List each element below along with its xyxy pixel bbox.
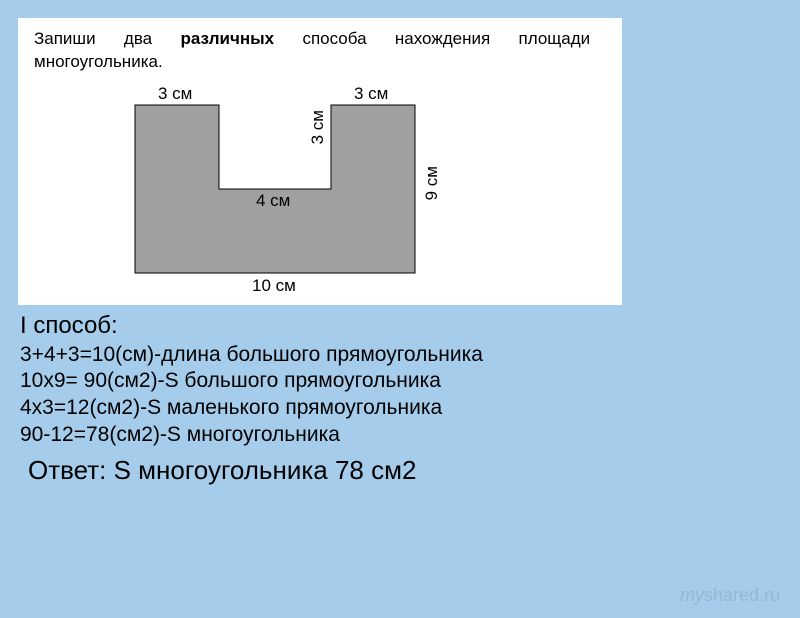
watermark: myshared.ru — [680, 585, 780, 606]
polygon-shape — [134, 104, 416, 274]
solution-line: 90-12=78(см2)-S многоугольника — [20, 423, 340, 446]
label-right-height: 9 см — [422, 166, 442, 200]
label-notch-width: 4 см — [256, 191, 290, 211]
answer-text: Ответ: S многоугольника 78 см2 — [28, 455, 780, 486]
task-prompt: Запиши два различных способа нахождения … — [34, 28, 606, 74]
solution-line: 10х9= 90(см2)-S большого прямоугольника — [20, 369, 441, 392]
task-line2: многоугольника. — [34, 52, 163, 71]
method-title: I способ: — [20, 312, 118, 339]
task-word: два — [124, 29, 152, 48]
solution-line: 3+4+3=10(см)-длина большого прямоугольни… — [20, 343, 483, 366]
task-word: Запиши — [34, 29, 96, 48]
label-bottom: 10 см — [252, 276, 296, 296]
watermark-my: my — [680, 585, 704, 605]
task-word: площади — [519, 29, 591, 48]
watermark-shared: shared — [704, 585, 759, 605]
solution-block: I способ: 3+4+3=10(см)-длина большого пр… — [20, 311, 780, 449]
diagram: 3 см 3 см 3 см 4 см 9 см 10 см — [34, 82, 606, 297]
label-notch-depth: 3 см — [308, 110, 328, 144]
solution-line: 4х3=12(см2)-S маленького прямоугольника — [20, 396, 442, 419]
task-word: способа — [302, 29, 366, 48]
problem-panel: Запиши два различных способа нахождения … — [18, 18, 622, 305]
task-word-bold: различных — [180, 29, 274, 48]
task-word: нахождения — [395, 29, 490, 48]
watermark-ru: .ru — [759, 585, 780, 605]
label-top-left: 3 см — [158, 84, 192, 104]
label-top-right: 3 см — [354, 84, 388, 104]
